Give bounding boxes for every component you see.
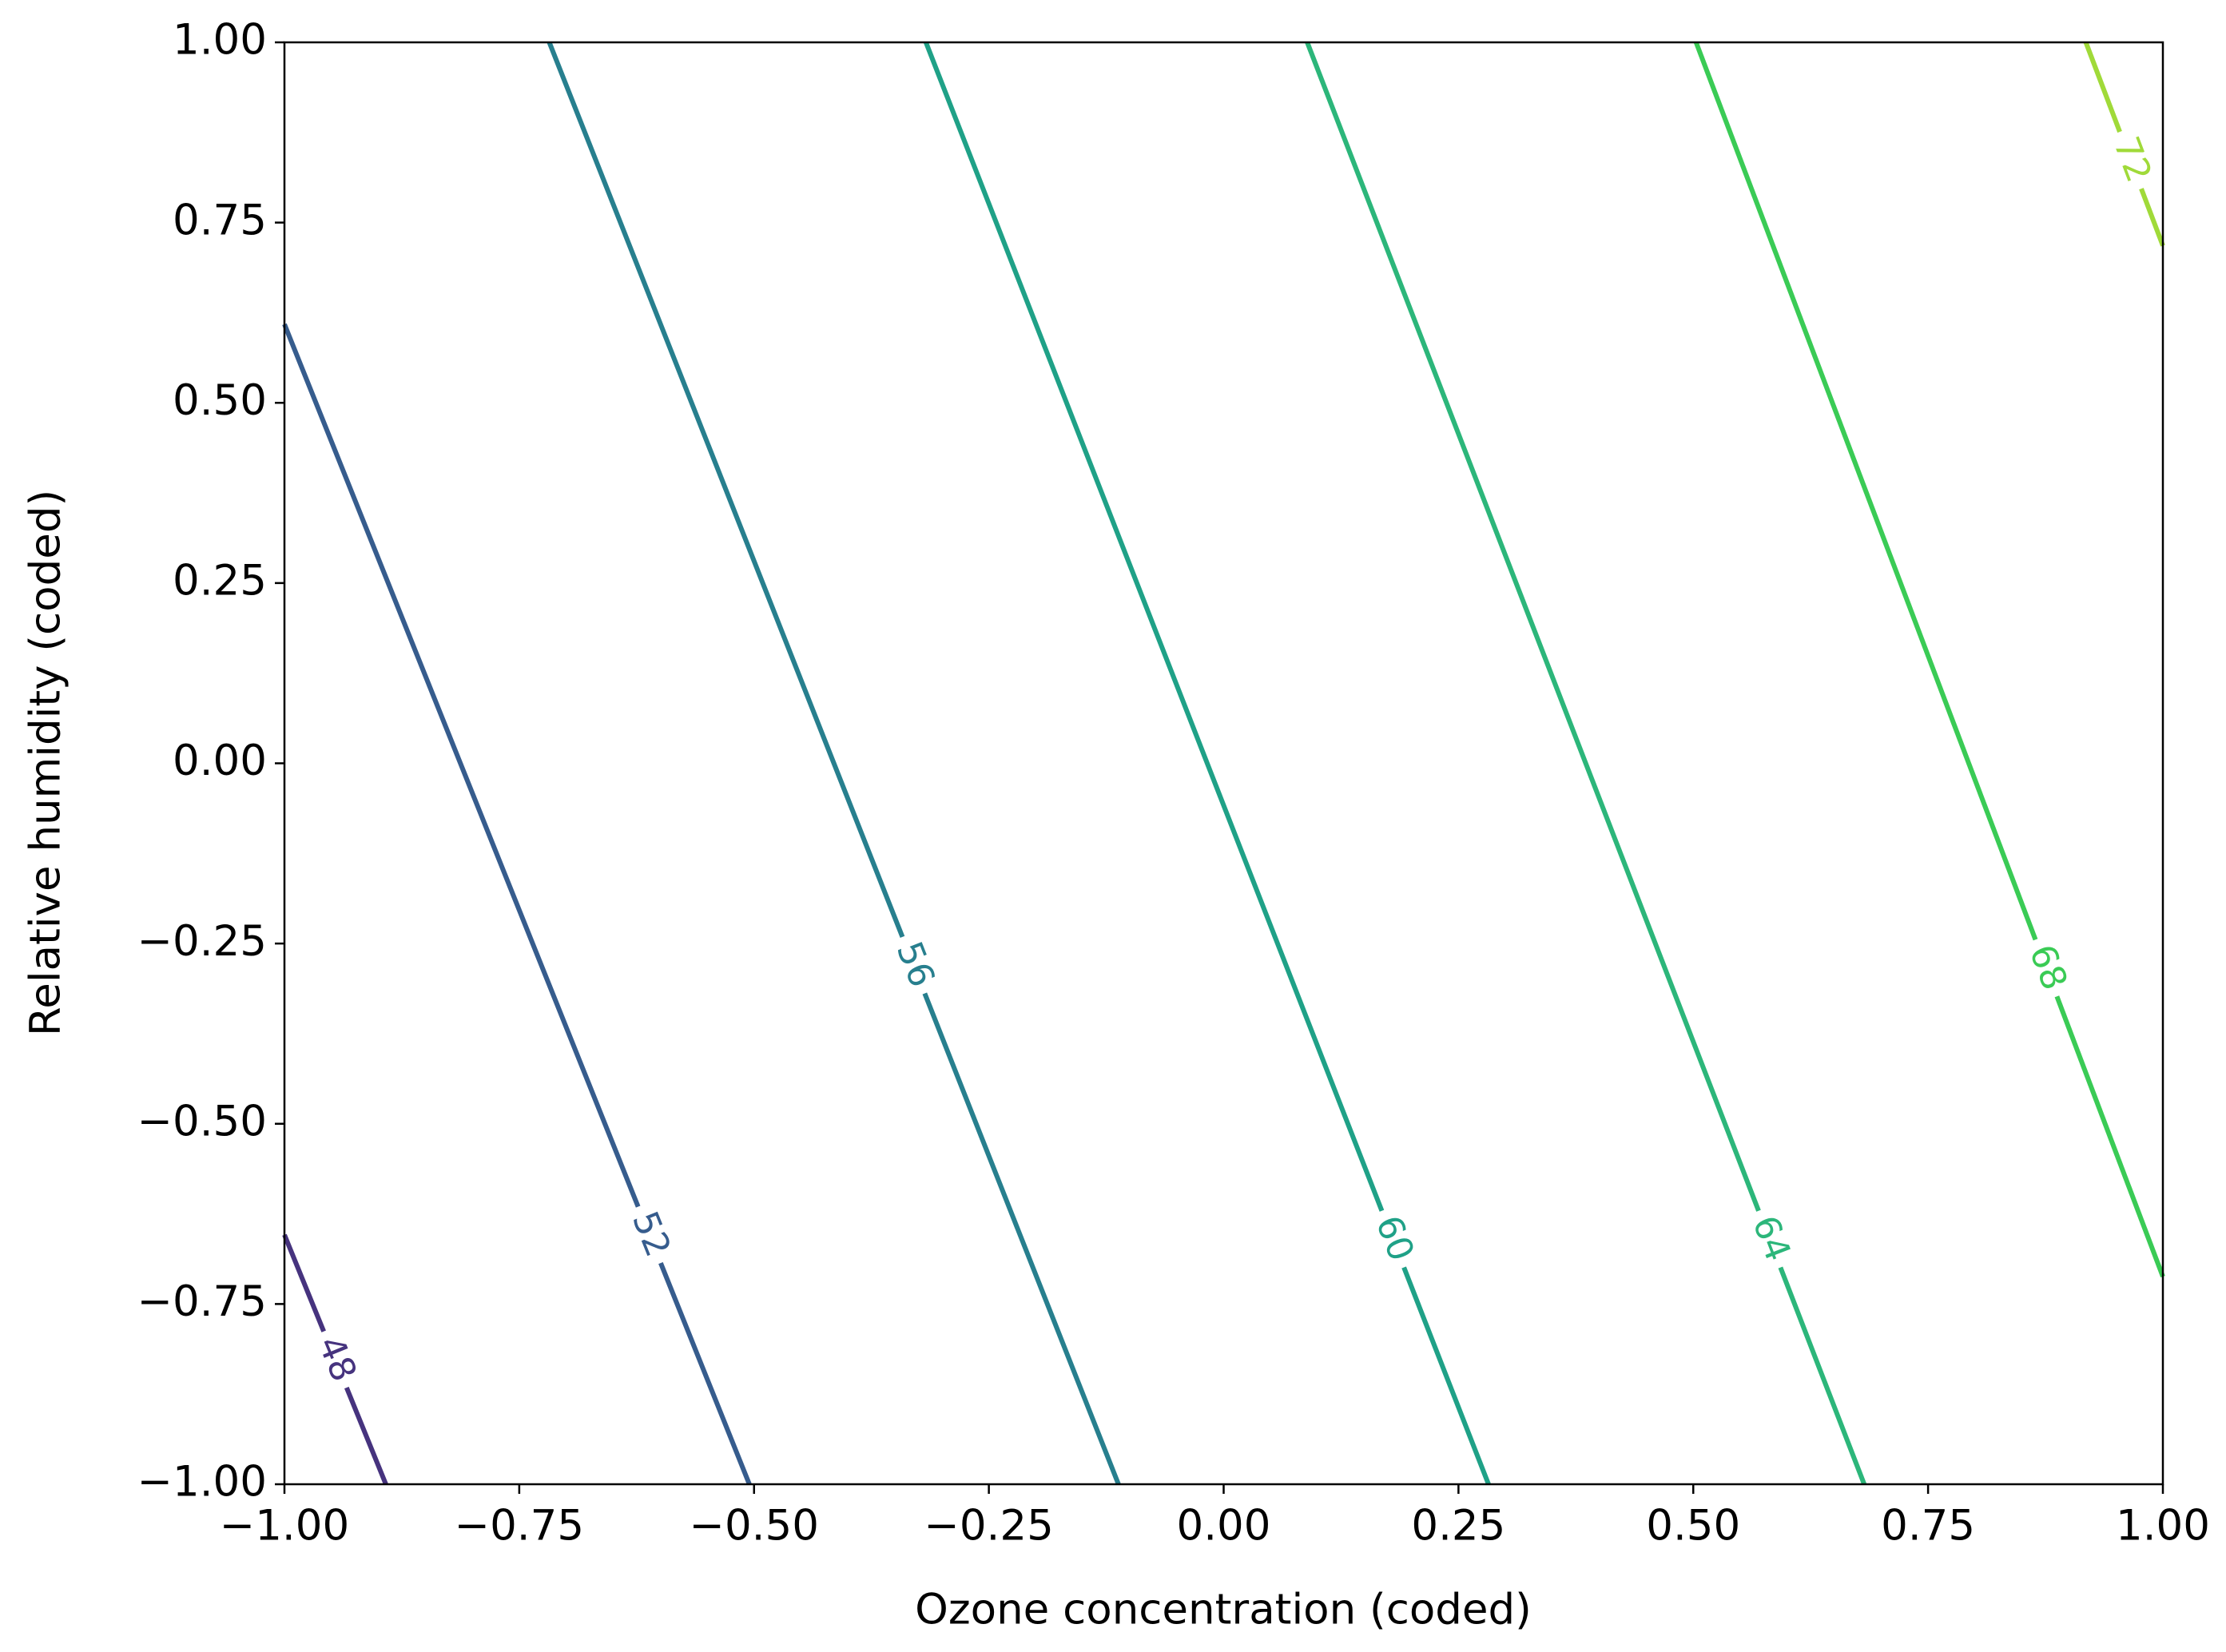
contour-label-gap: [304, 1323, 366, 1396]
x-tick-label: 1.00: [2116, 1502, 2210, 1551]
contour-label-gap: [1362, 1203, 1424, 1276]
x-tick-label: −0.25: [924, 1502, 1053, 1551]
y-tick-label: 0.50: [173, 376, 267, 425]
contour-line: [282, 323, 752, 1486]
x-tick-label: 0.50: [1646, 1502, 1740, 1551]
x-tick-label: 0.75: [1881, 1502, 1975, 1551]
y-tick-label: −0.25: [137, 917, 267, 966]
contour-line: [1693, 41, 2165, 1278]
x-axis-label: Ozone concentration (coded): [915, 1586, 1532, 1634]
y-tick-label: 0.25: [173, 557, 267, 606]
contour-label-gap: [618, 1198, 681, 1271]
y-tick-label: −1.00: [137, 1458, 267, 1507]
x-tick-label: 0.00: [1176, 1502, 1270, 1551]
contour-line: [924, 41, 1491, 1486]
contour-label-gap: [883, 929, 944, 1002]
x-tick-label: 0.25: [1411, 1502, 1505, 1551]
y-tick-label: −0.50: [137, 1097, 267, 1146]
y-tick-label: 1.00: [173, 16, 267, 65]
contour-label-gap: [1739, 1203, 1800, 1275]
x-tick-label: −1.00: [220, 1502, 349, 1551]
y-axis-label: Relative humidity (coded): [22, 490, 70, 1036]
contour-label-gap: [2100, 124, 2161, 197]
contour-label-gap: [2016, 932, 2077, 1004]
y-tick-label: 0.75: [173, 196, 267, 244]
y-tick-label: 0.00: [173, 737, 267, 785]
contour-line: [547, 41, 1121, 1486]
x-tick-label: −0.50: [690, 1502, 819, 1551]
x-tick-label: −0.75: [455, 1502, 584, 1551]
plot-frame: [283, 41, 2164, 1486]
y-tick-label: −0.75: [137, 1277, 267, 1326]
